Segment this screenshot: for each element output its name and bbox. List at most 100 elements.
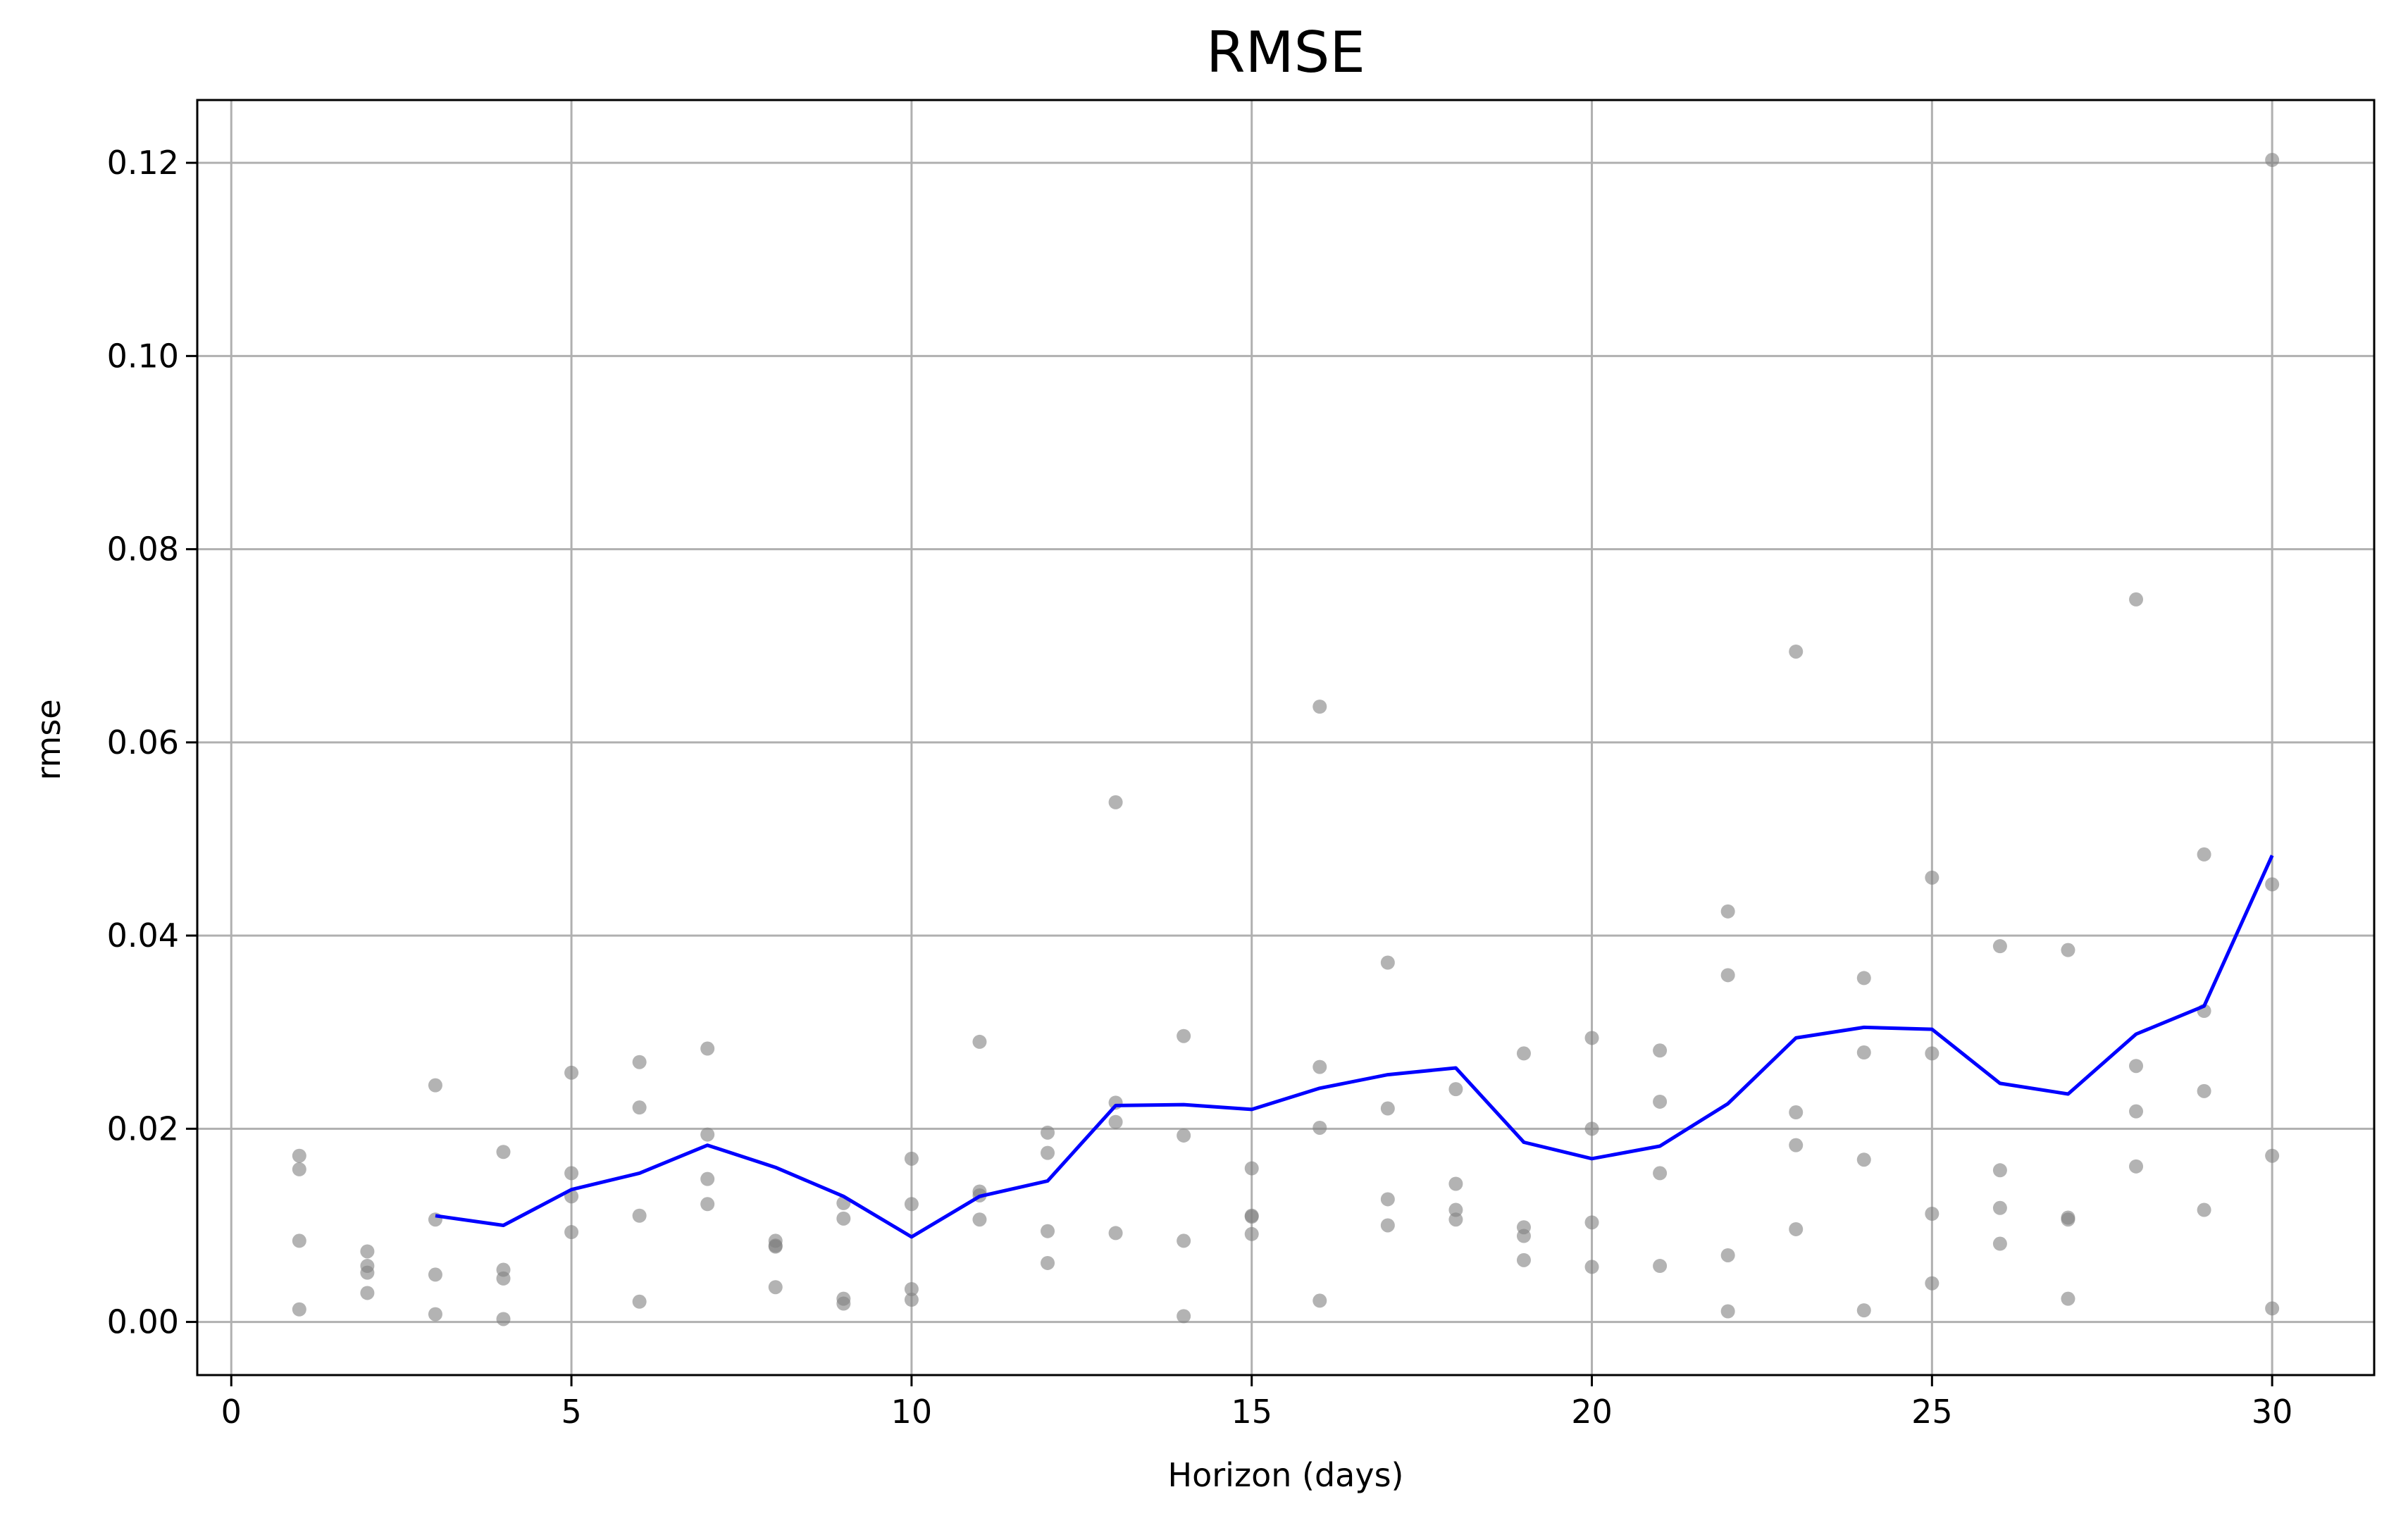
x-tick-label: 25 bbox=[1911, 1393, 1953, 1431]
y-axis-label: rmse bbox=[30, 699, 68, 780]
data-point bbox=[972, 1212, 987, 1227]
data-point bbox=[2061, 943, 2075, 957]
data-point bbox=[632, 1055, 647, 1069]
data-point bbox=[1856, 1303, 1871, 1318]
data-point bbox=[1177, 1128, 1191, 1143]
x-axis-ticks: 0 5 10 15 20 25 30 bbox=[221, 1375, 2293, 1431]
scatter-points bbox=[292, 153, 2280, 1326]
rolling-line-layer bbox=[435, 854, 2274, 1239]
data-point bbox=[1653, 1043, 1668, 1058]
data-point bbox=[1720, 968, 1735, 983]
y-tick-label: 0.02 bbox=[107, 1109, 179, 1148]
data-point bbox=[1653, 1166, 1668, 1181]
data-point bbox=[564, 1225, 579, 1240]
data-point bbox=[700, 1171, 715, 1186]
data-point bbox=[1653, 1094, 1668, 1109]
data-point bbox=[632, 1208, 647, 1223]
data-point bbox=[1720, 1304, 1735, 1319]
data-point bbox=[1856, 971, 1871, 986]
x-tick-label: 30 bbox=[2252, 1393, 2293, 1431]
data-point bbox=[700, 1197, 715, 1212]
x-tick-label: 0 bbox=[221, 1393, 242, 1431]
data-point bbox=[904, 1151, 919, 1166]
data-point bbox=[1856, 1045, 1871, 1060]
data-point bbox=[1041, 1224, 1055, 1238]
data-point bbox=[496, 1145, 511, 1160]
x-axis-label: Horizon (days) bbox=[1168, 1456, 1404, 1494]
data-point bbox=[292, 1148, 306, 1163]
chart-title: RMSE bbox=[1206, 20, 1365, 85]
data-point bbox=[904, 1293, 919, 1307]
data-point bbox=[700, 1041, 715, 1056]
y-tick-label: 0.08 bbox=[107, 530, 179, 568]
data-point bbox=[1925, 1276, 1940, 1291]
data-point bbox=[1992, 1236, 2007, 1251]
data-point bbox=[2129, 1059, 2144, 1074]
data-point bbox=[1244, 1161, 1259, 1176]
data-point bbox=[2129, 1159, 2144, 1174]
data-point bbox=[1992, 939, 2007, 954]
data-point bbox=[564, 1166, 579, 1181]
data-point bbox=[632, 1294, 647, 1309]
data-point bbox=[700, 1127, 715, 1142]
data-point bbox=[1789, 1138, 1804, 1152]
data-point bbox=[1380, 955, 1395, 970]
data-point bbox=[1244, 1226, 1259, 1241]
data-point bbox=[1720, 1248, 1735, 1262]
data-point bbox=[1312, 1120, 1327, 1135]
data-point bbox=[1312, 700, 1327, 714]
data-point bbox=[1856, 1152, 1871, 1167]
y-axis-ticks: 0.00 0.02 0.04 0.06 0.08 0.10 0.12 bbox=[107, 144, 197, 1341]
data-point bbox=[1041, 1125, 1055, 1140]
grid-lines bbox=[197, 100, 2374, 1375]
data-point bbox=[2061, 1291, 2075, 1306]
data-point bbox=[292, 1162, 306, 1176]
y-tick-label: 0.06 bbox=[107, 723, 179, 762]
data-point bbox=[2265, 1301, 2280, 1316]
data-point bbox=[904, 1281, 919, 1296]
data-point bbox=[428, 1307, 442, 1322]
data-point bbox=[496, 1312, 511, 1326]
data-point bbox=[1448, 1082, 1463, 1097]
data-point bbox=[496, 1271, 511, 1286]
data-point bbox=[1041, 1255, 1055, 1270]
x-tick-label: 5 bbox=[561, 1393, 581, 1431]
data-point bbox=[2129, 1104, 2144, 1119]
data-point bbox=[292, 1302, 306, 1317]
data-point bbox=[1177, 1309, 1191, 1324]
data-point bbox=[1584, 1260, 1599, 1274]
data-point bbox=[632, 1100, 647, 1115]
data-point bbox=[2265, 1148, 2280, 1163]
data-point bbox=[836, 1211, 851, 1226]
data-point bbox=[1516, 1046, 1531, 1061]
data-point bbox=[1448, 1202, 1463, 1217]
data-point bbox=[428, 1212, 442, 1227]
data-point bbox=[836, 1296, 851, 1311]
data-point bbox=[1108, 1114, 1123, 1129]
rolling-rmse-line bbox=[435, 854, 2274, 1239]
data-point bbox=[768, 1280, 783, 1295]
x-tick-label: 15 bbox=[1231, 1393, 1272, 1431]
data-point bbox=[1448, 1176, 1463, 1191]
data-point bbox=[1108, 795, 1123, 809]
data-point bbox=[428, 1078, 442, 1093]
data-point bbox=[428, 1267, 442, 1282]
data-point bbox=[360, 1265, 375, 1280]
y-tick-label: 0.10 bbox=[107, 337, 179, 375]
data-point bbox=[972, 1034, 987, 1049]
data-point bbox=[1516, 1229, 1531, 1243]
data-point bbox=[1584, 1121, 1599, 1136]
data-point bbox=[2265, 153, 2280, 168]
data-point bbox=[2129, 592, 2144, 607]
data-point bbox=[1244, 1210, 1259, 1224]
data-point bbox=[2061, 1212, 2075, 1227]
data-point bbox=[1177, 1028, 1191, 1043]
x-tick-label: 10 bbox=[891, 1393, 933, 1431]
data-point bbox=[2265, 877, 2280, 892]
data-point bbox=[1108, 1226, 1123, 1241]
data-point bbox=[2197, 1083, 2211, 1098]
data-point bbox=[1653, 1259, 1668, 1274]
data-point bbox=[1992, 1163, 2007, 1178]
